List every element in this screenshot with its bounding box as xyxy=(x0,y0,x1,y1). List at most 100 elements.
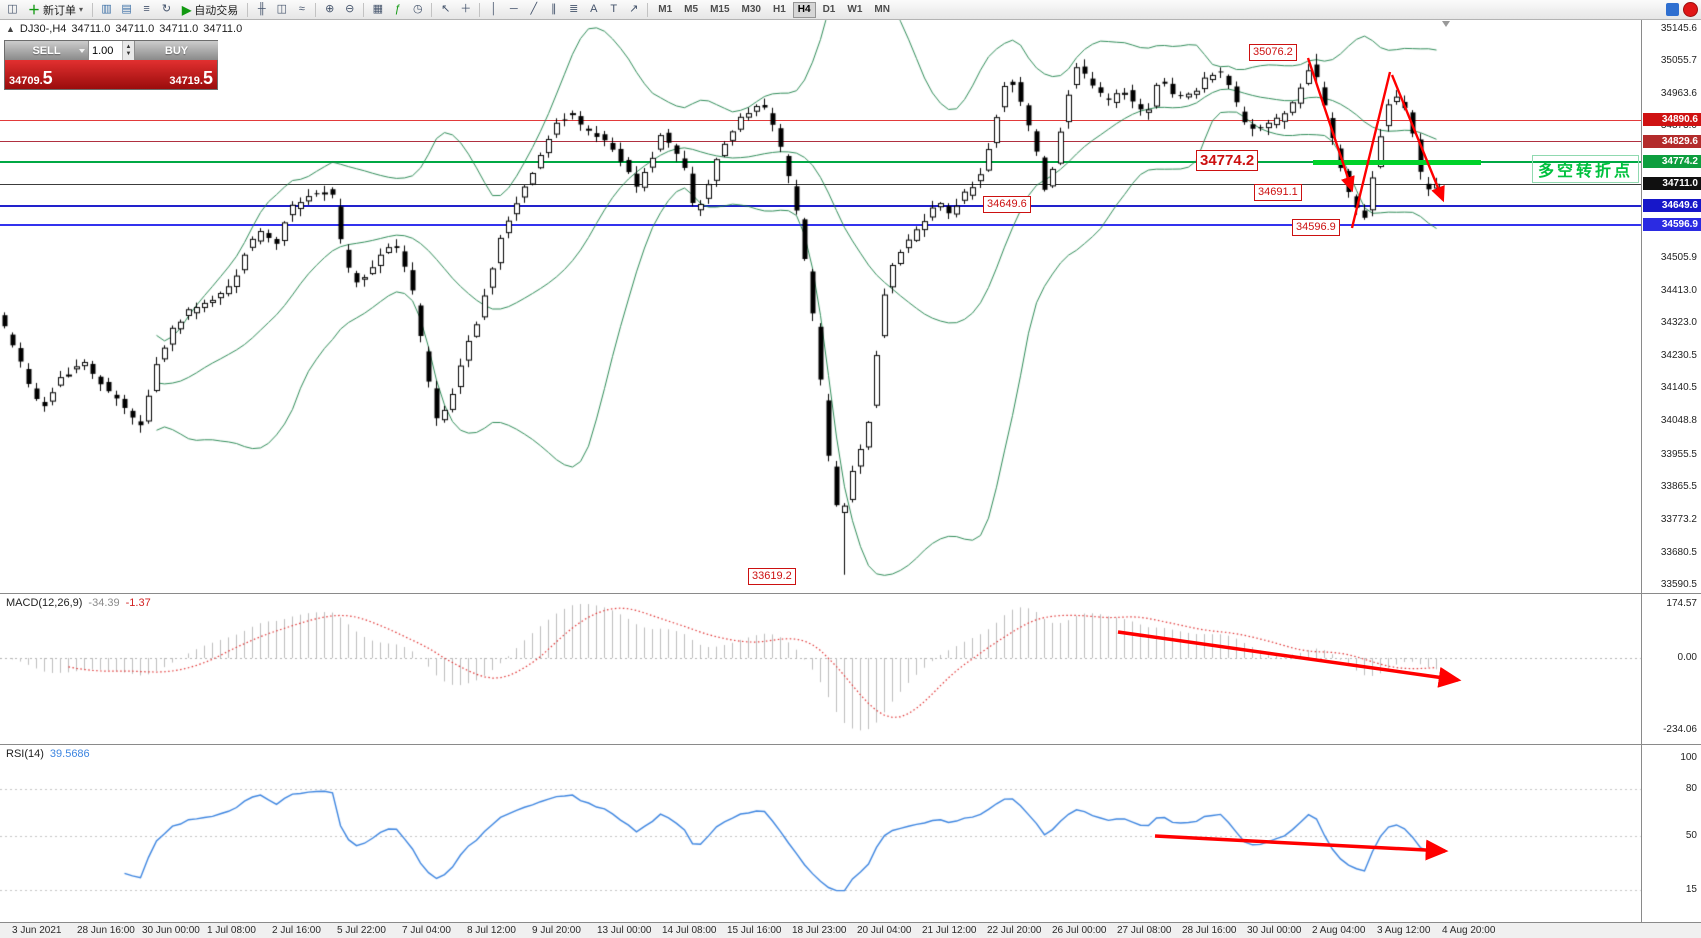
price-annotation-35076.2[interactable]: 35076.2 xyxy=(1249,44,1297,61)
spinner-up-icon[interactable]: ▲ xyxy=(125,43,132,50)
depth-of-market-icon[interactable] xyxy=(1666,3,1679,16)
notification-badge-icon[interactable] xyxy=(1683,2,1698,17)
price-scale-tick: 34048.8 xyxy=(1660,415,1697,427)
charts-icon[interactable]: ▥ xyxy=(101,2,112,15)
price-scale-tick: 33955.5 xyxy=(1660,448,1697,460)
refresh-icon[interactable]: ↻ xyxy=(161,2,172,15)
ohlc-close: 34711.0 xyxy=(203,23,243,35)
rsi-scale-tick: 50 xyxy=(1685,829,1697,841)
arrows-tool-icon[interactable]: ↗ xyxy=(629,2,639,15)
timeframe-button-M30[interactable]: M30 xyxy=(741,3,761,15)
time-axis-label: 8 Jul 12:00 xyxy=(467,925,516,936)
toolbar-separator xyxy=(247,2,249,17)
timeframe-button-H4[interactable]: H4 xyxy=(792,1,816,18)
buy-label: BUY xyxy=(164,44,189,57)
timeframe-button-W1[interactable]: W1 xyxy=(847,3,863,15)
zoom-out-icon[interactable]: ⊖ xyxy=(345,2,355,15)
time-axis-label: 22 Jul 20:00 xyxy=(987,925,1042,936)
horizontal-line-icon[interactable]: ─ xyxy=(509,2,518,15)
macd-name: MACD(12,26,9) xyxy=(6,597,83,609)
toolbar-separator xyxy=(92,2,94,17)
chevron-down-icon: ▾ xyxy=(79,5,84,14)
price-scale[interactable]: 35145.635055.734963.634873.034505.934413… xyxy=(1641,20,1701,922)
time-axis-label: 28 Jul 16:00 xyxy=(1182,925,1237,936)
new-order-button[interactable]: ＋ 新订单 ▾ xyxy=(23,2,88,18)
timeframe-button-M15[interactable]: M15 xyxy=(710,3,730,15)
price-scale-badge-34596.9: 34596.9 xyxy=(1643,218,1701,232)
sell-price: 34709.5 xyxy=(9,68,53,88)
price-annotation-34649.6[interactable]: 34649.6 xyxy=(983,196,1031,213)
chart-tab-icon: ◫ xyxy=(7,2,18,15)
macd-label: MACD(12,26,9) -34.39 -1.37 xyxy=(6,597,151,609)
ohlc-low: 34711.0 xyxy=(159,23,199,35)
profiles-icon[interactable]: ▤ xyxy=(121,2,132,15)
price-scale-tick: 33773.2 xyxy=(1660,513,1697,525)
price-annotation-33619.2[interactable]: 33619.2 xyxy=(748,568,796,585)
spinner-down-icon[interactable]: ▼ xyxy=(125,50,132,57)
turning-point-text[interactable]: 多空转折点 xyxy=(1532,155,1640,183)
chart-shift-marker[interactable] xyxy=(1442,21,1450,27)
sell-button[interactable]: SELL xyxy=(5,41,88,60)
timeframe-button-D1[interactable]: D1 xyxy=(822,3,836,15)
ohlc-open: 34711.0 xyxy=(71,23,111,35)
buy-button[interactable]: BUY xyxy=(135,41,218,60)
clock-icon[interactable]: ◷ xyxy=(412,2,423,15)
macd-scale-tick: 174.57 xyxy=(1666,598,1697,609)
macd-panel-separator[interactable] xyxy=(0,593,1701,594)
ohlc-high: 34711.0 xyxy=(115,23,155,35)
timeframe-button-M1[interactable]: M1 xyxy=(658,3,673,15)
price-annotation-34596.9[interactable]: 34596.9 xyxy=(1292,219,1340,236)
bid-ask-prices: 34709.5 34719.5 xyxy=(5,60,217,89)
time-axis-label: 2 Aug 04:00 xyxy=(1312,925,1366,936)
timeframe-button-M5[interactable]: M5 xyxy=(684,3,699,15)
direction-arrow-icon: ▲ xyxy=(6,24,15,34)
time-axis-label: 9 Jul 20:00 xyxy=(532,925,581,936)
price-scale-tick: 35145.6 xyxy=(1660,23,1697,34)
volume-spinner[interactable]: ▲ ▼ xyxy=(122,41,134,60)
zoom-in-icon[interactable]: ⊕ xyxy=(325,2,335,15)
toolbar-separator xyxy=(479,2,481,17)
price-scale-tick: 34230.5 xyxy=(1660,350,1697,362)
timeframe-button-MN[interactable]: MN xyxy=(874,3,890,15)
timeframe-button-H1[interactable]: H1 xyxy=(772,3,786,15)
market-watch-icon[interactable]: ≡ xyxy=(143,2,150,15)
price-scale-badge-34649.6: 34649.6 xyxy=(1643,199,1701,213)
price-annotation-34774.2[interactable]: 34774.2 xyxy=(1196,150,1259,171)
bar-chart-icon[interactable]: ╫ xyxy=(257,2,266,15)
indicators-icon[interactable]: ƒ xyxy=(394,2,401,15)
time-axis-label: 4 Aug 20:00 xyxy=(1442,925,1496,936)
sell-label: SELL xyxy=(32,44,61,57)
tile-windows-icon[interactable]: ▦ xyxy=(372,2,383,15)
trendline-icon[interactable]: ╱ xyxy=(530,2,538,15)
vertical-line-icon[interactable]: │ xyxy=(490,2,498,15)
channel-icon[interactable]: ∥ xyxy=(551,2,557,15)
text-icon[interactable]: A xyxy=(590,2,598,15)
toolbar-separator xyxy=(431,2,433,17)
price-scale-badge-34774.2: 34774.2 xyxy=(1643,154,1701,168)
time-axis-label: 5 Jul 22:00 xyxy=(337,925,386,936)
price-scale-tick: 34505.9 xyxy=(1660,251,1697,263)
label-icon[interactable]: T xyxy=(610,2,618,15)
time-axis-label: 21 Jul 12:00 xyxy=(922,925,977,936)
autotrading-button[interactable]: ▶ 自动交易 xyxy=(177,2,243,18)
rsi-panel-separator[interactable] xyxy=(0,744,1701,745)
cursor-icon[interactable]: ↖ xyxy=(441,2,451,15)
time-axis-label: 7 Jul 04:00 xyxy=(402,925,451,936)
fibonacci-icon[interactable]: ≣ xyxy=(569,2,579,15)
volume-input[interactable] xyxy=(89,41,122,60)
candlestick-chart-icon[interactable]: ◫ xyxy=(276,2,287,15)
price-annotation-34691.1[interactable]: 34691.1 xyxy=(1254,184,1302,201)
macd-scale-tick: 0.00 xyxy=(1677,652,1697,663)
toolbar-separator xyxy=(363,2,365,17)
pivot-green-line[interactable] xyxy=(1313,159,1481,165)
toolbar-separator xyxy=(647,2,649,17)
crosshair-icon[interactable]: ＋ xyxy=(460,2,472,15)
time-axis-label: 30 Jun 00:00 xyxy=(142,925,200,936)
new-order-label: 新订单 xyxy=(43,4,77,17)
plus-icon: ＋ xyxy=(28,3,41,17)
line-chart-icon[interactable]: ≈ xyxy=(298,2,305,15)
rsi-scale-tick: 100 xyxy=(1680,752,1697,763)
time-axis[interactable]: 3 Jun 2021 28 Jun 16:00 30 Jun 00:00 1 Jul … xyxy=(0,922,1701,938)
